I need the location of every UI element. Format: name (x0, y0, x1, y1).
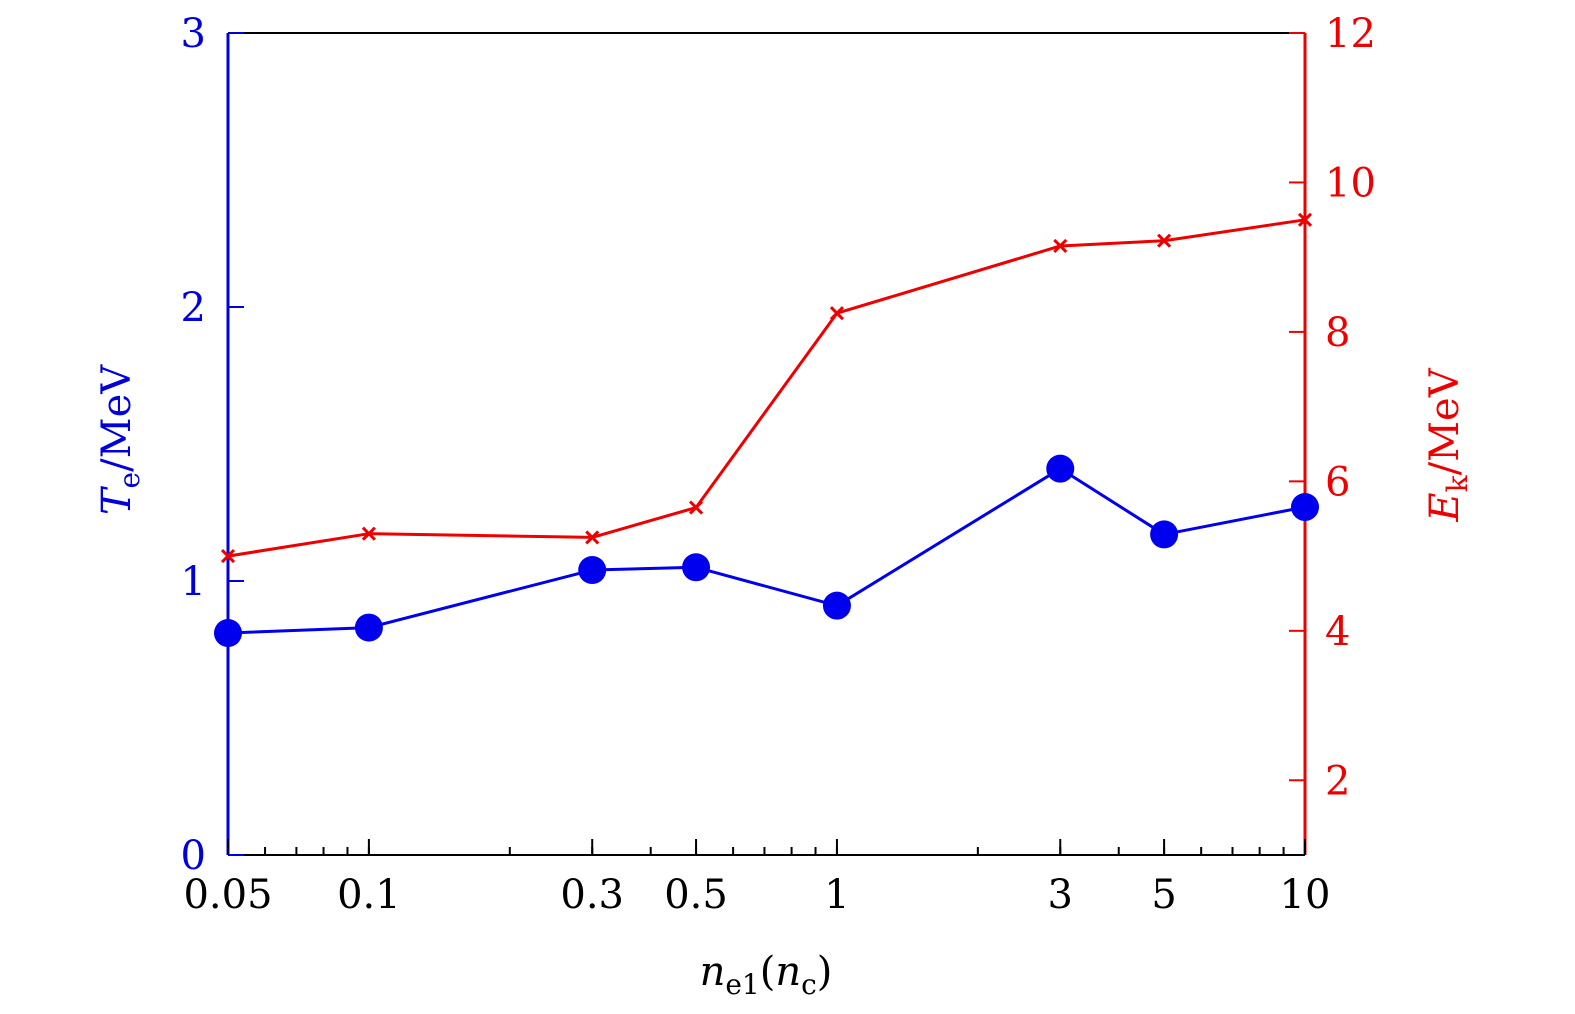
x-marker-stroke (829, 306, 845, 321)
x-marker-stroke (1157, 233, 1172, 248)
data-point-ek (829, 306, 845, 321)
right-tick-label: 6 (1325, 459, 1350, 505)
left-tick-label: 3 (181, 11, 206, 57)
data-point-ek (585, 530, 600, 545)
x-marker-stroke (361, 526, 376, 541)
left-tick-label: 2 (181, 285, 206, 331)
data-series (214, 212, 1319, 648)
data-point-te (1046, 454, 1075, 483)
x-tick-label: 0.1 (337, 872, 401, 918)
x-axis-title: ne1(nc) (700, 949, 833, 1001)
x-marker-stroke (1053, 238, 1068, 254)
right-tick-label: 2 (1325, 758, 1350, 804)
x-tick-label: 1 (824, 872, 849, 918)
right-tick-label: 4 (1325, 609, 1350, 655)
data-point-te (1150, 520, 1179, 549)
data-point-ek (1053, 238, 1068, 254)
axis-ticks (227, 32, 1306, 856)
data-point-te (214, 619, 242, 648)
data-point-te (354, 613, 383, 642)
data-point-te (682, 553, 711, 582)
right-tick-label: 8 (1325, 310, 1350, 356)
x-marker-stroke (1297, 212, 1313, 227)
data-point-ek (361, 526, 376, 541)
left-tick-label: 1 (181, 559, 206, 605)
left-axis-title: Te/MeV (94, 364, 146, 515)
x-marker-stroke (688, 500, 704, 515)
series-line-te (227, 467, 1306, 635)
x-tick-label: 3 (1048, 872, 1073, 918)
data-point-ek (1297, 212, 1313, 227)
data-point-te (822, 591, 851, 620)
data-point-ek (688, 500, 704, 515)
x-tick-label: 10 (1280, 872, 1331, 918)
x-marker-stroke (585, 530, 600, 545)
data-point-ek (220, 549, 236, 564)
right-axis-title: Ek/MeV (1422, 367, 1474, 522)
left-tick-label: 0 (181, 833, 206, 879)
x-tick-label: 5 (1151, 872, 1176, 918)
data-point-te (578, 556, 607, 585)
data-point-te (1291, 493, 1319, 522)
data-point-ek (1157, 233, 1172, 248)
right-tick-label: 10 (1325, 160, 1376, 206)
right-tick-label: 12 (1325, 11, 1376, 57)
x-marker-stroke (220, 549, 236, 564)
x-tick-label: 0.5 (664, 872, 728, 918)
x-tick-label: 0.05 (183, 872, 272, 918)
series-line-ek (227, 218, 1306, 558)
x-tick-label: 0.3 (560, 872, 624, 918)
plot-frame (226, 32, 1307, 856)
